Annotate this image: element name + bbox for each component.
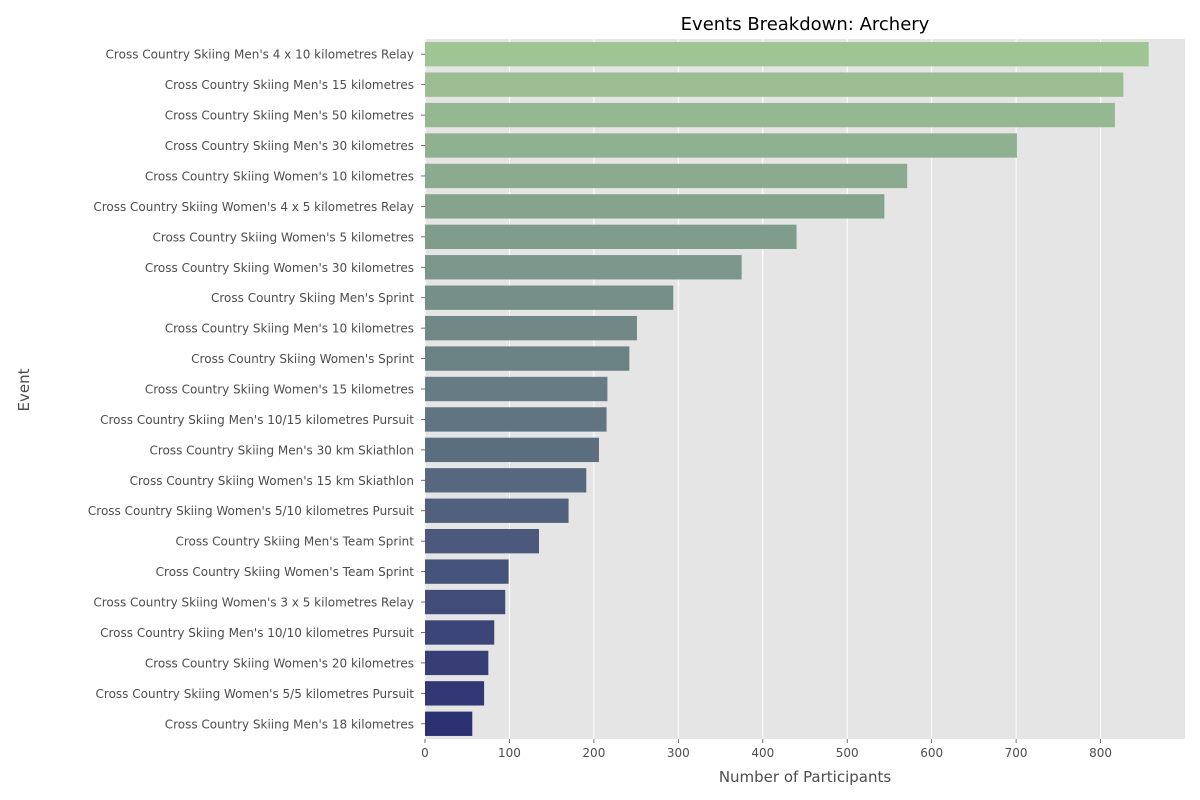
y-tick-label: Cross Country Skiing Men's Team Sprint <box>175 535 414 549</box>
bar <box>425 437 599 463</box>
y-tick-label: Cross Country Skiing Men's 50 kilometres <box>165 109 414 123</box>
x-tick-label: 700 <box>1005 746 1028 760</box>
y-tick-label: Cross Country Skiing Women's 20 kilometr… <box>145 656 414 670</box>
y-tick-label: Cross Country Skiing Men's Sprint <box>211 291 414 305</box>
bar <box>425 498 569 523</box>
bar <box>425 681 485 706</box>
x-tick-label: 800 <box>1089 746 1112 760</box>
y-tick-label: Cross Country Skiing Men's 30 km Skiathl… <box>149 443 414 457</box>
y-axis-label: Event <box>15 368 33 411</box>
y-tick-label: Cross Country Skiing Women's Sprint <box>191 352 414 366</box>
bar <box>425 711 473 736</box>
y-tick-label: Cross Country Skiing Men's 4 x 10 kilome… <box>106 48 414 62</box>
bar <box>425 102 1115 128</box>
x-tick-label: 300 <box>667 746 690 760</box>
y-tick-label: Cross Country Skiing Women's 10 kilometr… <box>145 169 414 183</box>
bar <box>425 468 587 493</box>
y-tick-label: Cross Country Skiing Women's 5 kilometre… <box>152 230 414 244</box>
bar <box>425 346 630 371</box>
y-tick-label: Cross Country Skiing Women's 4 x 5 kilom… <box>93 200 414 214</box>
y-tick-label: Cross Country Skiing Men's 10/15 kilomet… <box>100 413 414 427</box>
x-tick-label: 0 <box>421 746 429 760</box>
bar <box>425 194 885 219</box>
x-tick-label: 100 <box>498 746 521 760</box>
x-tick-label: 500 <box>836 746 859 760</box>
bar <box>425 72 1124 97</box>
y-tick-label: Cross Country Skiing Men's 10/10 kilomet… <box>100 626 414 640</box>
y-tick-label: Cross Country Skiing Men's 30 kilometres <box>165 139 414 153</box>
y-tick-label: Cross Country Skiing Women's 5/10 kilome… <box>88 504 414 518</box>
bar <box>425 589 506 615</box>
x-tick-label: 200 <box>582 746 605 760</box>
x-axis-label: Number of Participants <box>719 768 892 786</box>
bar <box>425 42 1149 67</box>
x-tick-labels: 0 100 200 300 400 500 600 700 800 <box>421 739 1112 760</box>
chart-title: Events Breakdown: Archery <box>681 14 930 35</box>
y-tick-labels: Cross Country Skiing Men's 4 x 10 kilome… <box>88 48 425 731</box>
bar <box>425 315 637 341</box>
y-tick-label: Cross Country Skiing Men's 15 kilometres <box>165 78 414 92</box>
bars <box>425 42 1149 736</box>
x-tick-label: 600 <box>920 746 943 760</box>
bar <box>425 620 495 645</box>
y-tick-label: Cross Country Skiing Women's 15 km Skiat… <box>130 474 414 488</box>
bar <box>425 133 1017 158</box>
bar <box>425 650 489 676</box>
bar <box>425 285 674 310</box>
bar <box>425 224 797 249</box>
x-tick-label: 400 <box>751 746 774 760</box>
y-tick-label: Cross Country Skiing Men's 10 kilometres <box>165 322 414 336</box>
y-tick-label: Cross Country Skiing Women's 15 kilometr… <box>145 383 414 397</box>
y-tick-label: Cross Country Skiing Women's 3 x 5 kilom… <box>93 596 414 610</box>
bar <box>425 376 608 402</box>
bar <box>425 163 908 189</box>
bar <box>425 407 607 432</box>
bar <box>425 529 539 554</box>
y-tick-label: Cross Country Skiing Women's Team Sprint <box>156 565 415 579</box>
bar <box>425 559 509 584</box>
y-tick-label: Cross Country Skiing Women's 5/5 kilomet… <box>96 687 415 701</box>
y-tick-label: Cross Country Skiing Men's 18 kilometres <box>165 717 414 731</box>
bar <box>425 255 742 280</box>
y-tick-label: Cross Country Skiing Women's 30 kilometr… <box>145 261 414 275</box>
